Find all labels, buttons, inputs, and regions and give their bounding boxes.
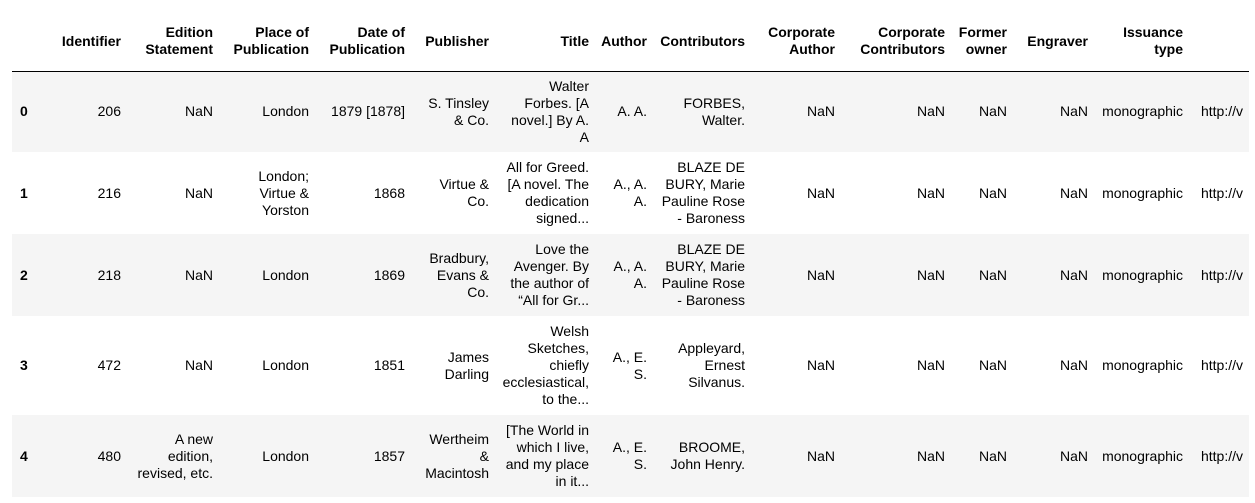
cell-publisher: Virtue & Co.	[439, 176, 489, 209]
column-header-place-of-publication: Place of Publication	[219, 0, 315, 72]
row-index: 0	[20, 103, 28, 120]
cell-corporate-contributors: NaN	[916, 266, 945, 283]
cell-former-owner: NaN	[978, 266, 1007, 283]
cell-place-of-publication: London	[262, 266, 309, 283]
cell-author: A., E. S.	[612, 439, 647, 472]
dataframe-table: Identifier Edition Statement Place of Pu…	[12, 0, 1249, 497]
cell-corporate-contributors: NaN	[916, 103, 945, 120]
cell-author: A., A. A.	[613, 176, 647, 209]
row-index: 3	[20, 357, 28, 373]
column-header-corporate-contributors: Corporate Contributors	[841, 0, 951, 72]
index-header	[12, 0, 37, 72]
column-header-contributors: Contributors	[653, 0, 751, 72]
cell-date-of-publication: 1869	[373, 266, 405, 283]
cell-publisher: Bradbury, Evans & Co.	[429, 249, 489, 300]
cell-url: http://v	[1200, 103, 1243, 120]
cell-issuance-type: monographic	[1102, 266, 1183, 283]
cell-title: Welsh Sketches, chiefly ecclesiastical, …	[502, 323, 589, 407]
cell-former-owner: NaN	[978, 357, 1007, 373]
table-row: 1 216 NaN London; Virtue & Yorston 1868 …	[12, 152, 1249, 234]
cell-contributors: Appleyard, Ernest Silvanus.	[678, 340, 745, 390]
cell-engraver: NaN	[1059, 266, 1088, 283]
cell-url: http://v	[1200, 184, 1243, 201]
cell-identifier: 206	[97, 103, 121, 120]
cell-url: http://v	[1200, 447, 1243, 464]
cell-date-of-publication: 1851	[373, 357, 405, 373]
cell-issuance-type: monographic	[1102, 447, 1183, 464]
cell-author: A., A. A.	[613, 258, 647, 291]
table-row: 3 472 NaN London 1851 James Darling Wels…	[12, 316, 1249, 415]
cell-edition-statement: NaN	[184, 103, 213, 120]
cell-title: All for Greed. [A novel. The dedication …	[506, 159, 589, 226]
cell-edition-statement: NaN	[184, 184, 213, 201]
row-index: 2	[20, 266, 28, 283]
cell-contributors: BLAZE DE BURY, Marie Pauline Rose - Baro…	[661, 241, 745, 308]
column-header-author: Author	[595, 0, 653, 72]
cell-former-owner: NaN	[978, 184, 1007, 201]
cell-publisher: James Darling	[444, 348, 489, 382]
cell-place-of-publication: London	[262, 447, 309, 464]
cell-corporate-author: NaN	[806, 103, 835, 120]
column-header-identifier: Identifier	[37, 0, 127, 72]
cell-url: http://v	[1200, 357, 1243, 373]
cell-issuance-type: monographic	[1102, 103, 1183, 120]
cell-edition-statement: A new edition, revised, etc.	[137, 430, 213, 481]
table-body: 0 206 NaN London 1879 [1878] S. Tinsley …	[12, 71, 1249, 497]
column-header-title: Title	[495, 0, 595, 72]
cell-date-of-publication: 1868	[373, 184, 405, 201]
cell-corporate-author: NaN	[806, 357, 835, 373]
cell-date-of-publication: 1857	[373, 447, 405, 464]
cell-title: Walter Forbes. [A novel.] By A. A	[511, 77, 589, 145]
row-index: 4	[20, 447, 28, 464]
cell-date-of-publication: 1879 [1878]	[331, 103, 405, 120]
table-row: 2 218 NaN London 1869 Bradbury, Evans & …	[12, 234, 1249, 316]
cell-corporate-author: NaN	[806, 266, 835, 283]
cell-corporate-contributors: NaN	[916, 447, 945, 464]
cell-identifier: 218	[97, 266, 121, 283]
column-header-corporate-author: Corporate Author	[751, 0, 841, 72]
cell-publisher: Wertheim & Macintosh	[425, 430, 489, 481]
cell-contributors: BLAZE DE BURY, Marie Pauline Rose - Baro…	[661, 159, 745, 226]
cell-engraver: NaN	[1059, 447, 1088, 464]
cell-identifier: 216	[97, 184, 121, 201]
cell-engraver: NaN	[1059, 103, 1088, 120]
cell-edition-statement: NaN	[184, 357, 213, 373]
cell-place-of-publication: London; Virtue & Yorston	[258, 167, 309, 218]
cell-title: [The World in which I live, and my place…	[505, 422, 589, 489]
cell-title: Love the Avenger. By the author of “All …	[510, 241, 589, 308]
row-index: 1	[20, 184, 28, 201]
cell-corporate-contributors: NaN	[916, 184, 945, 201]
column-header-issuance-type: Issuance type	[1094, 0, 1189, 72]
cell-issuance-type: monographic	[1102, 357, 1183, 373]
cell-contributors: FORBES, Walter.	[683, 94, 745, 128]
header-row: Identifier Edition Statement Place of Pu…	[12, 0, 1249, 72]
cell-corporate-contributors: NaN	[916, 357, 945, 373]
cell-author: A., E. S.	[612, 348, 647, 382]
cell-issuance-type: monographic	[1102, 184, 1183, 201]
column-header-publisher: Publisher	[411, 0, 495, 72]
cell-url: http://v	[1200, 266, 1243, 283]
cell-former-owner: NaN	[978, 103, 1007, 120]
column-header-edition-statement: Edition Statement	[127, 0, 219, 72]
cell-place-of-publication: London	[262, 357, 309, 373]
cell-contributors: BROOME, John Henry.	[670, 439, 745, 472]
table-row: 0 206 NaN London 1879 [1878] S. Tinsley …	[12, 71, 1249, 152]
cell-edition-statement: NaN	[184, 266, 213, 283]
column-header-engraver: Engraver	[1013, 0, 1094, 72]
table-header: Identifier Edition Statement Place of Pu…	[12, 0, 1249, 72]
column-header-date-of-publication: Date of Publication	[315, 0, 411, 72]
table-row: 4 480 A new edition, revised, etc. Londo…	[12, 415, 1249, 497]
cell-corporate-author: NaN	[806, 447, 835, 464]
cell-engraver: NaN	[1059, 357, 1088, 373]
cell-corporate-author: NaN	[806, 184, 835, 201]
cell-publisher: S. Tinsley & Co.	[428, 94, 489, 128]
column-header-former-owner: Former owner	[951, 0, 1013, 72]
cell-identifier: 472	[97, 357, 121, 373]
column-header-url	[1189, 0, 1249, 72]
cell-former-owner: NaN	[978, 447, 1007, 464]
cell-identifier: 480	[97, 447, 121, 464]
cell-engraver: NaN	[1059, 184, 1088, 201]
cell-place-of-publication: London	[262, 103, 309, 120]
cell-author: A. A.	[617, 103, 647, 120]
